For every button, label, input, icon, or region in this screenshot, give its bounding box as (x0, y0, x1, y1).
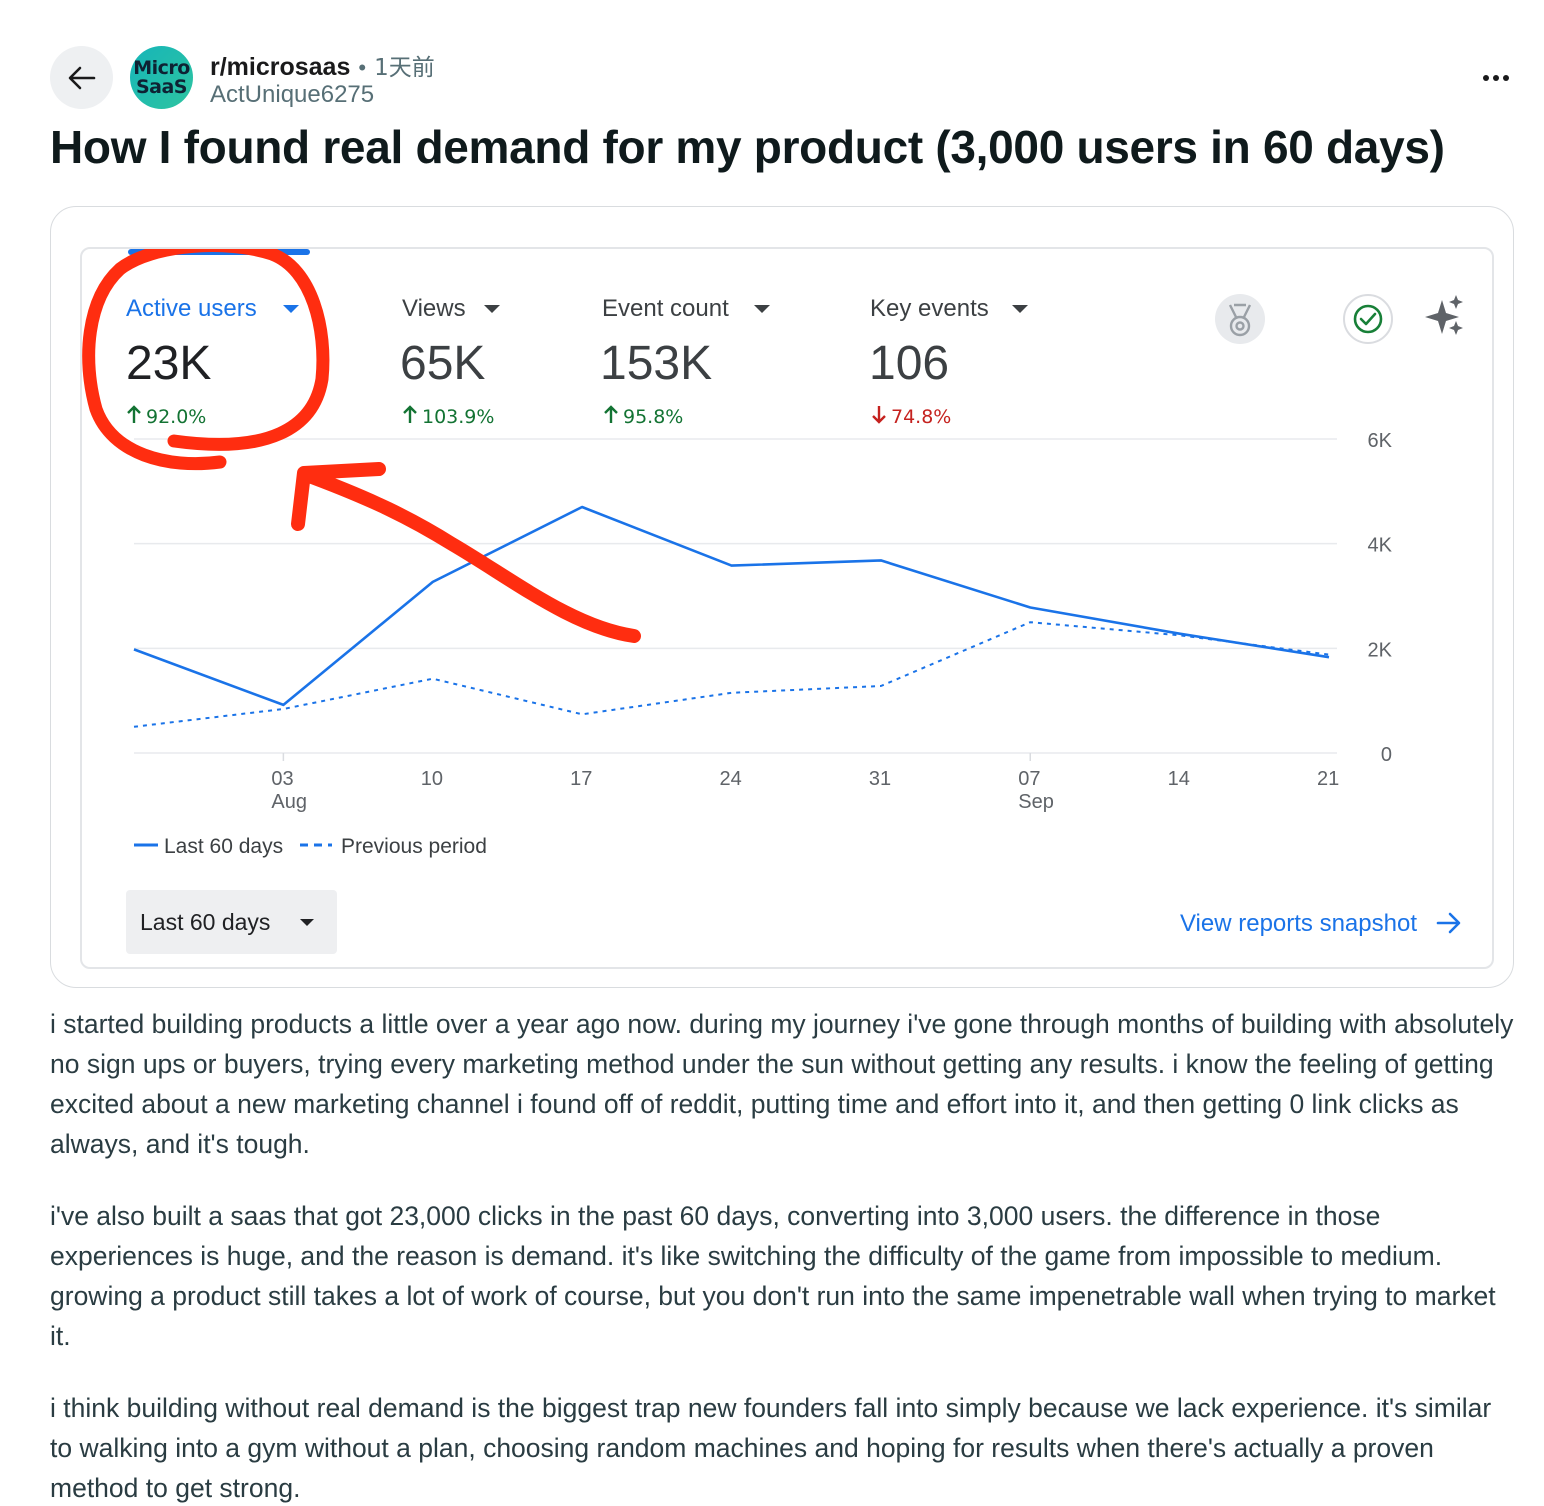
y-axis-labels: 0 2K 4K 6K (1368, 430, 1393, 766)
y-tick-label: 4K (1368, 535, 1393, 557)
more-icon (1483, 75, 1489, 81)
x-tick-month-label: Sep (1018, 791, 1054, 813)
more-options-button[interactable] (1474, 60, 1518, 96)
analytics-svg: Active users 23K 92.0% Views 65K 103.9% … (82, 249, 1463, 954)
x-tick-label: 17 (570, 768, 592, 790)
view-reports-label: View reports snapshot (1180, 910, 1417, 937)
series-line-previous-period (133, 621, 1330, 728)
legend-label-series-1: Last 60 days (164, 835, 283, 858)
check-circle-icon (1353, 304, 1383, 334)
y-tick-label: 6K (1368, 430, 1393, 452)
metric-tab-key-events[interactable]: Key events 106 74.8% (869, 295, 1028, 428)
check-circle-button[interactable] (1343, 294, 1393, 344)
metric-tab-active-users[interactable]: Active users 23K 92.0% (126, 295, 299, 428)
author-name[interactable]: ActUnique6275 (210, 81, 375, 108)
dropdown-arrow-icon (1012, 305, 1028, 313)
metric-value: 65K (400, 337, 485, 390)
body-paragraph: i started building products a little ove… (50, 1009, 1514, 1159)
metric-value: 106 (869, 337, 949, 390)
x-tick-label: 07 (1018, 768, 1040, 790)
chart-legend: Last 60 days Previous period (134, 835, 487, 858)
red-annotation (82, 249, 641, 643)
metric-value: 153K (600, 337, 712, 390)
x-tick-label: 14 (1168, 768, 1190, 790)
body-paragraph: i think building without real demand is … (50, 1393, 1492, 1503)
dropdown-arrow-icon (300, 919, 314, 926)
more-icon-dot (1493, 75, 1499, 81)
x-tick-month-label: Aug (271, 791, 307, 813)
metric-change: 103.9% (422, 406, 494, 428)
x-tick-label: 10 (421, 768, 443, 790)
avatar-text-line1: Micro (133, 56, 190, 79)
post-title: How I found real demand for my product (… (50, 121, 1445, 173)
x-tick-label: 03 (271, 768, 293, 790)
y-tick-label: 2K (1368, 639, 1393, 661)
legend-label-series-2: Previous period (341, 835, 487, 858)
x-tick-label: 21 (1317, 768, 1339, 790)
view-reports-link[interactable]: View reports snapshot (1180, 910, 1461, 937)
chart-series (133, 505, 1330, 728)
dropdown-arrow-icon (283, 305, 299, 313)
post-body: i started building products a little ove… (50, 1004, 1514, 1506)
body-paragraph: i've also built a saas that got 23,000 c… (50, 1201, 1496, 1351)
y-tick-label: 0 (1381, 744, 1392, 766)
annotation-arrow (291, 462, 641, 643)
post-image[interactable]: Active users 23K 92.0% Views 65K 103.9% … (50, 206, 1514, 988)
separator-dot: • (358, 55, 367, 80)
metric-change: 95.8% (623, 406, 683, 428)
x-tick-label: 24 (720, 768, 742, 790)
arrow-down-icon (872, 406, 886, 424)
date-range-label: Last 60 days (140, 909, 270, 935)
x-tick-label: 31 (869, 768, 891, 790)
chart-grid (134, 438, 1337, 754)
metric-value: 23K (126, 337, 211, 390)
post-time: 1天前 (374, 55, 435, 81)
insights-badge-icon (1228, 303, 1252, 337)
arrow-up-icon (127, 405, 141, 423)
metric-change: 92.0% (146, 406, 206, 428)
subreddit-line: r/microsaas • 1天前 (210, 48, 435, 82)
sparkle-icon[interactable] (1425, 295, 1463, 335)
arrow-left-icon (68, 66, 95, 89)
date-range-selector[interactable]: Last 60 days (126, 890, 337, 954)
metric-tab-views[interactable]: Views 65K 103.9% (400, 295, 500, 428)
metric-label: Event count (602, 295, 729, 322)
annotation-circle (82, 249, 330, 471)
arrow-up-icon (604, 405, 618, 423)
metric-change: 74.8% (891, 406, 951, 428)
back-button[interactable] (50, 46, 113, 109)
arrow-up-icon (403, 405, 417, 423)
subreddit-avatar[interactable]: Micro SaaS (130, 46, 193, 109)
metric-tab-event-count[interactable]: Event count 153K 95.8% (600, 295, 770, 428)
subreddit-name[interactable]: r/microsaas (210, 53, 351, 81)
arrow-right-icon (1436, 912, 1461, 934)
metric-label: Views (402, 295, 466, 322)
more-icon-dot (1503, 75, 1509, 81)
analytics-card: Active users 23K 92.0% Views 65K 103.9% … (80, 247, 1494, 969)
avatar-text-line2: SaaS (135, 75, 188, 98)
insights-badge-button[interactable] (1215, 294, 1265, 344)
dropdown-arrow-icon (484, 305, 500, 313)
metric-label: Active users (126, 295, 257, 322)
series-line-last-60-days (133, 505, 1330, 707)
dropdown-arrow-icon (754, 305, 770, 313)
metric-label: Key events (870, 295, 989, 322)
